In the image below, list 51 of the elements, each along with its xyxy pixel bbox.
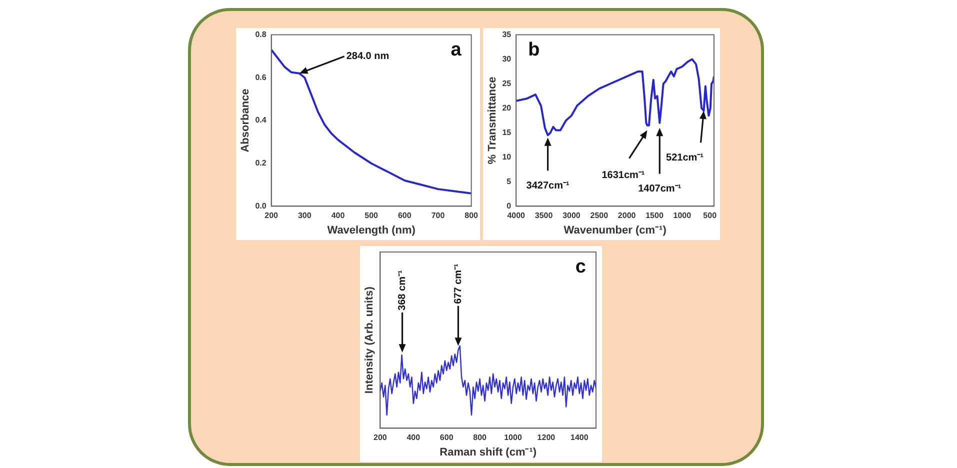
x-tick-label: 200: [374, 433, 388, 442]
x-tick-label: 400: [406, 433, 421, 442]
x-tick-label: 4000: [507, 211, 526, 220]
y-tick-label: 5: [506, 176, 512, 186]
x-tick-label: 600: [398, 211, 412, 220]
y-tick-label: 0.8: [255, 30, 267, 40]
x-tick-label: 300: [298, 211, 312, 220]
x-tick-label: 1500: [646, 211, 664, 220]
annotation: 368 cm⁻¹: [397, 270, 408, 310]
y-tick-label: 0.2: [255, 158, 267, 168]
annotation: 1407cm⁻¹: [638, 184, 682, 195]
x-axis-title: Wavelength (nm): [327, 224, 416, 236]
x-tick-label: 2000: [618, 211, 636, 220]
text: c: [575, 256, 586, 278]
annotation: 3427cm⁻¹: [526, 180, 570, 192]
x-tick-label: 800: [473, 433, 488, 442]
y-tick-label: 20: [502, 103, 512, 112]
annotation: a: [450, 40, 462, 61]
y-tick-label: 25: [502, 78, 512, 88]
y-tick-label: 10: [502, 152, 512, 162]
y-tick-label: 0: [506, 201, 512, 210]
annotation: 284.0 nm: [346, 51, 390, 62]
x-tick-label: 700: [431, 211, 446, 220]
annotation: b: [528, 40, 540, 61]
x-tick-label: 2500: [590, 211, 609, 220]
x-tick-label: 1000: [673, 211, 692, 220]
y-tick-label: 0.0: [255, 201, 267, 210]
y-axis-title: Intensity (Arb. units): [364, 286, 376, 394]
y-axis-title: % Transmittance: [486, 76, 499, 164]
x-tick-label: 800: [464, 211, 479, 220]
y-axis-title: Absorbance: [240, 88, 252, 152]
x-tick-label: 400: [331, 211, 346, 220]
x-tick-label: 1400: [570, 433, 589, 442]
y-tick-label: 0.4: [255, 116, 267, 125]
annotation: 1631cm⁻¹: [602, 170, 646, 182]
x-tick-label: 600: [440, 433, 454, 442]
x-axis-title: Wavenumber (cm⁻¹): [564, 224, 667, 236]
y-tick-label: 35: [502, 30, 512, 40]
x-tick-label: 3500: [534, 211, 554, 220]
annotation: 521cm⁻¹: [666, 152, 704, 164]
x-tick-label: 1200: [537, 433, 556, 442]
x-tick-label: 1000: [504, 433, 522, 442]
annotation: 677 cm⁻¹: [452, 262, 464, 304]
x-tick-label: 3000: [562, 211, 581, 220]
x-tick-label: 500: [703, 211, 718, 220]
y-tick-label: 15: [502, 128, 512, 137]
y-tick-label: 0.6: [255, 72, 267, 82]
x-tick-label: 200: [264, 211, 279, 220]
y-tick-label: 30: [502, 54, 512, 64]
x-tick-label: 500: [364, 211, 379, 220]
x-axis-title: Raman shift (cm⁻¹): [440, 446, 537, 458]
